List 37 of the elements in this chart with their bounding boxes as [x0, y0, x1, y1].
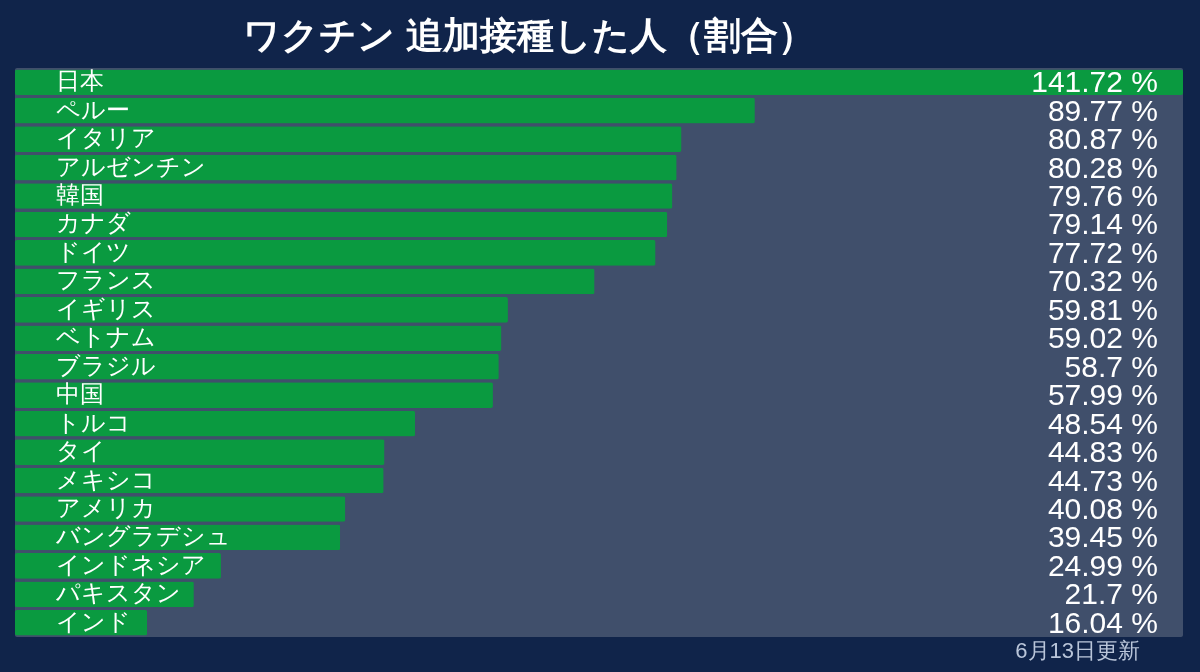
y-tick-label: イタリア	[55, 124, 156, 152]
y-tick-label: パキスタン	[54, 579, 181, 607]
bar	[15, 353, 499, 380]
y-tick-label: トルコ	[55, 408, 131, 436]
y-tick-label: イギリス	[55, 294, 156, 322]
bar	[15, 410, 416, 437]
chart-title: ワクチン 追加接種した人（割合）	[243, 15, 815, 56]
bar	[15, 325, 502, 352]
bar	[15, 183, 673, 209]
text: 6月13日更新	[1015, 638, 1140, 663]
y-tick-label: インドネシア	[55, 550, 206, 578]
y-tick-label: 韓国	[55, 181, 104, 209]
y-tick-label: アルゼンチン	[55, 152, 206, 180]
y-tick-label: インド	[55, 607, 131, 635]
y-tick-label: 日本	[55, 67, 104, 95]
bar	[15, 439, 385, 465]
y-tick-label: バングラデシュ	[54, 522, 231, 550]
y-tick-label: ブラジル	[55, 351, 156, 379]
y-tick-label: 中国	[55, 380, 104, 408]
y-tick-label: カナダ	[55, 209, 131, 237]
bar	[15, 297, 508, 323]
bar	[15, 126, 682, 152]
bar	[15, 240, 656, 266]
y-tick-label: メキシコ	[55, 465, 156, 493]
bar	[15, 154, 677, 181]
bar	[15, 268, 595, 295]
bar	[15, 97, 755, 124]
y-tick-label: ペルー	[55, 95, 130, 123]
y-tick-label: アメリカ	[55, 493, 156, 521]
y-tick-label: ベトナム	[55, 323, 156, 351]
y-tick-label: フランス	[55, 266, 156, 294]
bar	[15, 211, 668, 238]
bar	[15, 467, 384, 494]
bar	[15, 382, 493, 408]
bar	[15, 69, 1183, 96]
y-tick-label: ドイツ	[55, 237, 131, 265]
y-tick-label: タイ	[55, 437, 106, 465]
